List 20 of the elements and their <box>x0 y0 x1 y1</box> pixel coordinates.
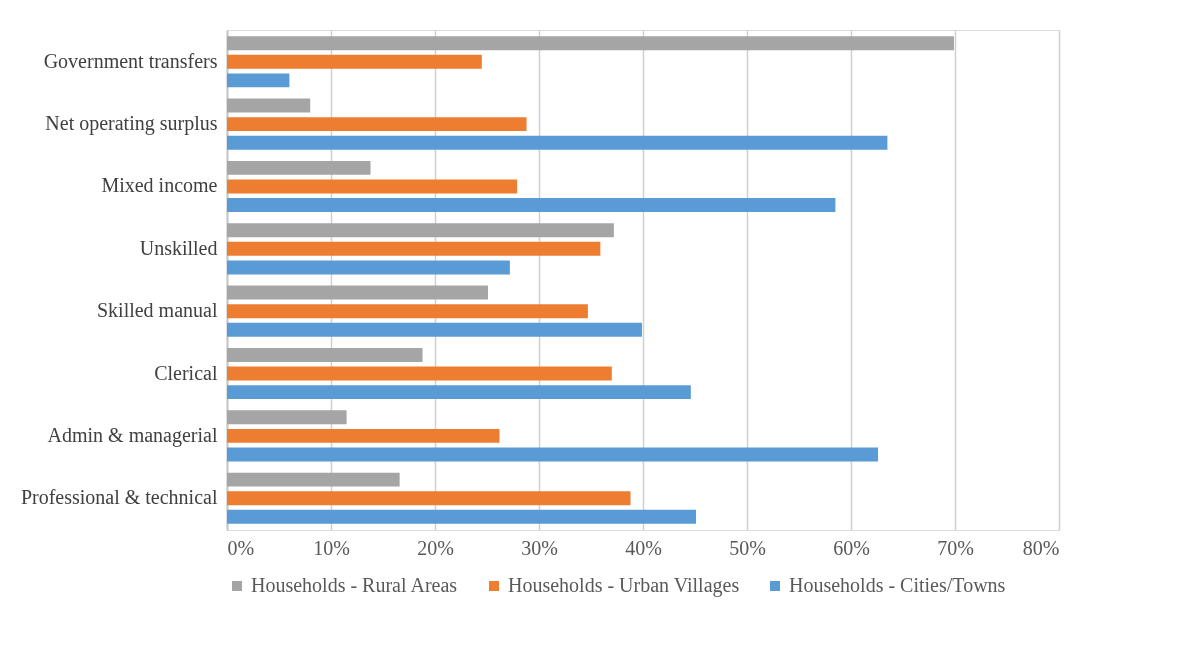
x-tick-label: 80% <box>1022 536 1060 559</box>
legend-label: Households - Cities/Towns <box>789 574 1006 596</box>
x-tick-label: 30% <box>521 536 558 559</box>
y-tick-label: Admin & managerial <box>47 423 218 447</box>
x-tick-label: 0% <box>227 536 255 559</box>
y-tick-label: Mixed income <box>101 174 218 197</box>
x-tick-label: 50% <box>729 536 766 559</box>
y-tick-label: Net operating surplus <box>45 112 218 136</box>
y-tick-label: Clerical <box>154 361 218 384</box>
y-tick-label: Professional & technical <box>20 486 218 509</box>
y-tick-label: Government transfers <box>43 49 218 72</box>
y-tick-label: Skilled manual <box>96 299 218 322</box>
legend-label: Households - Rural Areas <box>251 574 458 596</box>
x-tick-label: 40% <box>625 536 662 559</box>
x-tick-label: 20% <box>417 536 454 559</box>
y-tick-label: Unskilled <box>139 236 218 259</box>
x-tick-label: 70% <box>937 536 974 559</box>
legend-label: Households - Urban Villages <box>508 574 740 597</box>
x-tick-label: 60% <box>833 536 870 559</box>
x-tick-label: 10% <box>313 536 350 559</box>
